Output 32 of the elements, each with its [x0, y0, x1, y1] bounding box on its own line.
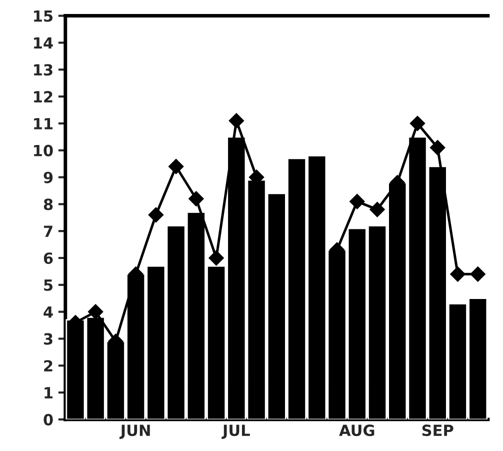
- y-tick-label: 7: [44, 226, 52, 237]
- point: [208, 250, 224, 266]
- y-tick-label: 11: [34, 118, 53, 130]
- point: [370, 202, 385, 218]
- x-tick-label: JUN: [120, 424, 150, 439]
- y-tick-label: 1: [44, 387, 53, 398]
- y-tick-label: 6: [44, 252, 53, 264]
- y-tick-label: 10: [34, 144, 53, 156]
- x-tick-label: JUL: [222, 424, 250, 439]
- y-tick-label: 13: [34, 64, 52, 76]
- y-tick-label: 8: [44, 198, 53, 210]
- point: [470, 266, 486, 282]
- point: [88, 304, 104, 320]
- point: [168, 158, 184, 174]
- point: [350, 194, 365, 210]
- point: [228, 113, 244, 128]
- y-tick-label: 0: [44, 414, 53, 426]
- y-tick-label: 5: [44, 280, 53, 291]
- point: [430, 140, 446, 156]
- point: [410, 116, 426, 131]
- y-tick-label: 14: [34, 37, 53, 48]
- y-tick-label: 3: [44, 333, 52, 345]
- point: [450, 266, 466, 282]
- y-tick-label: 15: [34, 10, 53, 22]
- point: [148, 207, 164, 222]
- y-tick-label: 2: [44, 360, 52, 372]
- y-tick-label: 12: [34, 90, 52, 102]
- x-tick-label: AUG: [339, 424, 374, 436]
- y-tick-label: 4: [44, 306, 53, 318]
- point: [188, 191, 204, 206]
- x-tick-label: SEP: [422, 424, 454, 436]
- y-tick-label: 9: [44, 172, 53, 184]
